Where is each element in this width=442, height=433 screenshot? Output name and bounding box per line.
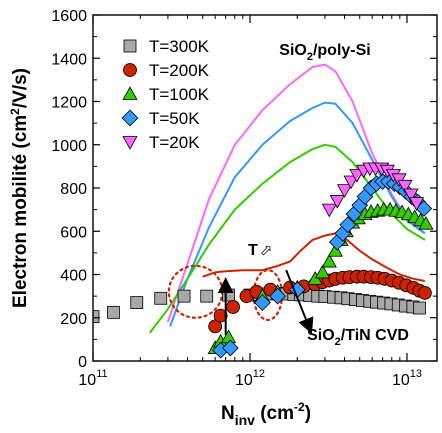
legend-label: T=300K bbox=[149, 37, 210, 56]
data-point-triangle-up-2 bbox=[220, 329, 237, 344]
data-point-triangle-up-7 bbox=[315, 264, 331, 279]
data-point-triangle-down-4 bbox=[349, 169, 365, 183]
y-tick-label: 1600 bbox=[51, 8, 87, 25]
data-point-triangle-up-24 bbox=[418, 215, 434, 230]
legend-label: T=100K bbox=[149, 85, 210, 104]
arrow-layer bbox=[217, 269, 314, 336]
data-point-square-29 bbox=[413, 301, 426, 315]
data-point-triangle-down-14 bbox=[408, 197, 425, 211]
data-point-square-3 bbox=[154, 291, 168, 305]
y-tick-label: 1200 bbox=[51, 95, 87, 112]
legend-label: T=200K bbox=[149, 61, 210, 80]
data-point-diamond-2 bbox=[254, 294, 271, 311]
data-point-triangle-down-13 bbox=[403, 188, 419, 203]
data-point-diamond-1 bbox=[222, 339, 239, 357]
x-axis-title: Ninv (cm-2) bbox=[221, 400, 311, 428]
legend: T=300K T=200K T=100K T=50K T=20K bbox=[121, 37, 210, 152]
y-tick-label: 0 bbox=[78, 354, 87, 371]
data-point-square-0 bbox=[93, 310, 100, 324]
x-tick-label: 1012 bbox=[235, 368, 265, 389]
data-point-triangle-down-3 bbox=[343, 175, 359, 190]
data-point-circle-2 bbox=[226, 300, 240, 314]
data-point-triangle-down-12 bbox=[397, 179, 413, 194]
data-point-square-4 bbox=[177, 289, 191, 303]
legend-label: T=20K bbox=[149, 133, 200, 152]
legend-marker-triangle-down bbox=[122, 136, 138, 150]
curve-1 bbox=[169, 101, 426, 327]
x-tick-label: 1013 bbox=[392, 368, 422, 389]
data-point-triangle-up-9 bbox=[327, 242, 343, 257]
data-point-diamond-3 bbox=[269, 287, 287, 305]
y-tick-label: 1000 bbox=[51, 138, 87, 155]
trend-arrow-1 bbox=[285, 269, 314, 335]
highlight-ellipse-0 bbox=[167, 264, 224, 319]
data-point-square-5 bbox=[200, 289, 214, 303]
legend-marker-square bbox=[123, 39, 137, 53]
curve-3 bbox=[202, 232, 426, 282]
x-tick-label: 1011 bbox=[78, 368, 107, 389]
data-point-circle-1 bbox=[213, 308, 228, 323]
y-tick-label: 400 bbox=[60, 268, 87, 285]
data-point-triangle-up-8 bbox=[321, 253, 337, 268]
data-point-triangle-down-2 bbox=[336, 184, 353, 198]
data-point-triangle-down-0 bbox=[321, 203, 337, 218]
ticks-layer: 0 200 400 600 800 1000 1200 1400 1600 1011 1012 101… bbox=[51, 8, 437, 389]
annotation-sio2-poly-si: SiO2/poly-Si bbox=[279, 42, 370, 63]
data-point-triangle-down-1 bbox=[329, 195, 345, 209]
legend-marker-triangle-up bbox=[122, 86, 138, 100]
data-point-square-2 bbox=[130, 296, 144, 310]
legend-marker-circle bbox=[123, 63, 137, 77]
data-point-square-1 bbox=[107, 305, 120, 319]
data-point-circle-0 bbox=[208, 319, 223, 334]
y-tick-label: 1400 bbox=[51, 51, 87, 68]
legend-label: T=50K bbox=[149, 109, 200, 128]
legend-marker-diamond bbox=[121, 109, 139, 127]
data-point-square-6 bbox=[222, 288, 235, 302]
annotation-sio2-tin-cvd: SiO2/TiN CVD bbox=[307, 327, 409, 348]
data-point-diamond-7 bbox=[339, 216, 357, 234]
data-point-circle-24 bbox=[417, 285, 432, 300]
y-tick-label: 200 bbox=[60, 311, 87, 328]
y-tick-label: 800 bbox=[60, 181, 87, 198]
y-axis-title: Electron mobilité (cm2/V/s) bbox=[8, 68, 31, 308]
annotation-temperature: T ⬀ bbox=[248, 242, 272, 259]
y-tick-label: 600 bbox=[60, 224, 87, 241]
